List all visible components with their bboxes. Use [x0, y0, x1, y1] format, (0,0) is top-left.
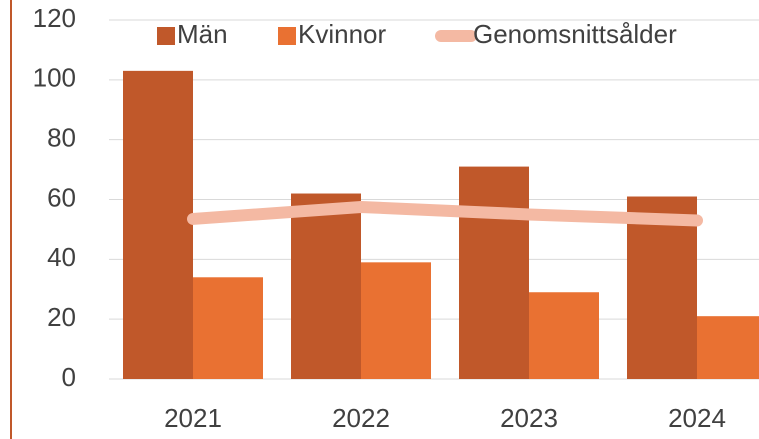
x-tick-label: 2024: [668, 403, 726, 433]
legend-label: Män: [177, 19, 228, 49]
y-tick-label: 40: [47, 242, 76, 272]
y-tick-label: 80: [47, 123, 76, 153]
legend-swatch: [157, 27, 175, 45]
bar: [459, 166, 529, 379]
x-tick-label: 2022: [332, 403, 390, 433]
bar: [627, 196, 697, 379]
bar: [697, 316, 759, 379]
bar: [361, 262, 431, 379]
x-tick-label: 2023: [500, 403, 558, 433]
y-tick-label: 100: [33, 63, 76, 93]
y-tick-label: 0: [62, 362, 76, 392]
legend-swatch: [278, 27, 296, 45]
bar: [291, 193, 361, 379]
legend-label: Kvinnor: [298, 19, 386, 49]
legend-label: Genomsnittsålder: [473, 19, 677, 49]
line-series: [187, 200, 703, 227]
x-tick-label: 2021: [164, 403, 222, 433]
bar: [123, 70, 193, 379]
bar: [193, 277, 263, 379]
bar: [529, 292, 599, 379]
y-tick-label: 20: [47, 302, 76, 332]
y-tick-label: 120: [33, 3, 76, 33]
y-tick-label: 60: [47, 182, 76, 212]
